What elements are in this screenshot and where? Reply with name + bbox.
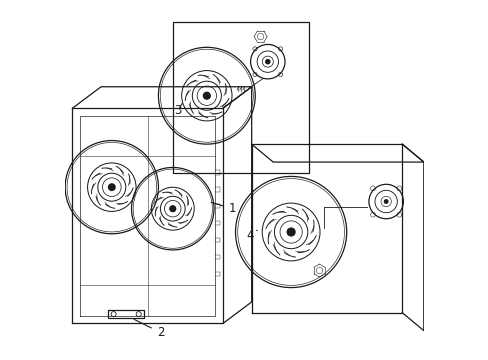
Circle shape — [384, 200, 387, 203]
Circle shape — [169, 206, 175, 212]
Text: 1: 1 — [211, 202, 235, 215]
Circle shape — [286, 228, 294, 236]
Circle shape — [203, 92, 210, 99]
Bar — [172, 22, 308, 173]
Bar — [108, 310, 144, 318]
Circle shape — [265, 60, 269, 64]
Text: 4: 4 — [246, 229, 257, 242]
Circle shape — [108, 184, 115, 190]
Text: 2: 2 — [134, 319, 164, 339]
Text: 3: 3 — [174, 103, 182, 117]
